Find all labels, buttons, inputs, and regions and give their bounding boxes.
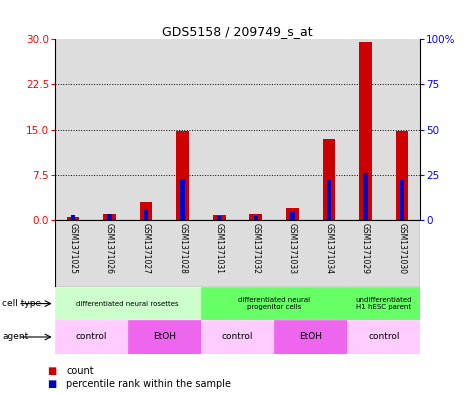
Text: control: control — [222, 332, 253, 342]
Bar — [274, 320, 347, 354]
Bar — [363, 173, 368, 220]
Text: GSM1371027: GSM1371027 — [142, 223, 151, 274]
Bar — [55, 287, 201, 320]
Bar — [286, 208, 299, 220]
Bar — [254, 215, 258, 220]
Bar — [55, 320, 128, 354]
Text: count: count — [66, 366, 94, 376]
Bar — [311, 220, 347, 287]
Bar — [384, 39, 420, 220]
Bar — [201, 39, 238, 220]
Bar — [144, 210, 148, 220]
Text: cell type: cell type — [2, 299, 41, 308]
Text: percentile rank within the sample: percentile rank within the sample — [66, 379, 231, 389]
Text: control: control — [368, 332, 399, 342]
Bar — [347, 287, 420, 320]
Text: control: control — [76, 332, 107, 342]
Bar — [274, 39, 311, 220]
Text: GSM1371031: GSM1371031 — [215, 223, 224, 274]
Text: differentiated neural
progenitor cells: differentiated neural progenitor cells — [238, 297, 310, 310]
Text: differentiated neural rosettes: differentiated neural rosettes — [76, 301, 179, 307]
Bar — [347, 320, 420, 354]
Text: EtOH: EtOH — [153, 332, 176, 342]
Bar — [180, 179, 185, 220]
Bar — [55, 39, 91, 220]
Bar — [327, 180, 331, 220]
Bar — [384, 220, 420, 287]
Bar — [107, 214, 112, 220]
Text: EtOH: EtOH — [299, 332, 322, 342]
Bar — [359, 42, 372, 220]
Text: ■: ■ — [48, 366, 57, 376]
Text: undifferentiated
H1 hESC parent: undifferentiated H1 hESC parent — [356, 297, 412, 310]
Bar — [128, 320, 201, 354]
Bar — [66, 217, 79, 220]
Text: GSM1371028: GSM1371028 — [178, 223, 187, 274]
Bar — [347, 39, 384, 220]
Text: agent: agent — [2, 332, 28, 342]
Bar — [400, 180, 404, 220]
Bar — [91, 220, 128, 287]
Text: GSM1371029: GSM1371029 — [361, 223, 370, 274]
Bar — [347, 220, 384, 287]
Bar — [213, 215, 226, 220]
Text: GSM1371032: GSM1371032 — [251, 223, 260, 274]
Bar — [396, 132, 408, 220]
Bar — [55, 220, 91, 287]
Bar — [176, 131, 189, 220]
Text: GSM1371025: GSM1371025 — [68, 223, 77, 274]
Bar — [128, 39, 164, 220]
Bar — [238, 39, 274, 220]
Text: ■: ■ — [48, 379, 57, 389]
Bar — [91, 39, 128, 220]
Bar — [201, 320, 274, 354]
Text: GSM1371026: GSM1371026 — [105, 223, 114, 274]
Bar — [71, 215, 75, 220]
Bar — [249, 214, 262, 220]
Bar — [140, 202, 152, 220]
Bar — [201, 220, 238, 287]
Bar — [311, 39, 347, 220]
Bar — [128, 220, 164, 287]
Bar — [103, 214, 116, 220]
Bar — [323, 139, 335, 220]
Text: GSM1371033: GSM1371033 — [288, 223, 297, 275]
Bar — [290, 212, 294, 220]
Text: GSM1371034: GSM1371034 — [324, 223, 333, 275]
Bar — [238, 220, 274, 287]
Text: GSM1371030: GSM1371030 — [398, 223, 407, 275]
Bar — [201, 287, 347, 320]
Bar — [164, 39, 201, 220]
Bar — [274, 220, 311, 287]
Bar — [164, 220, 201, 287]
Bar — [217, 215, 221, 220]
Title: GDS5158 / 209749_s_at: GDS5158 / 209749_s_at — [162, 25, 313, 38]
